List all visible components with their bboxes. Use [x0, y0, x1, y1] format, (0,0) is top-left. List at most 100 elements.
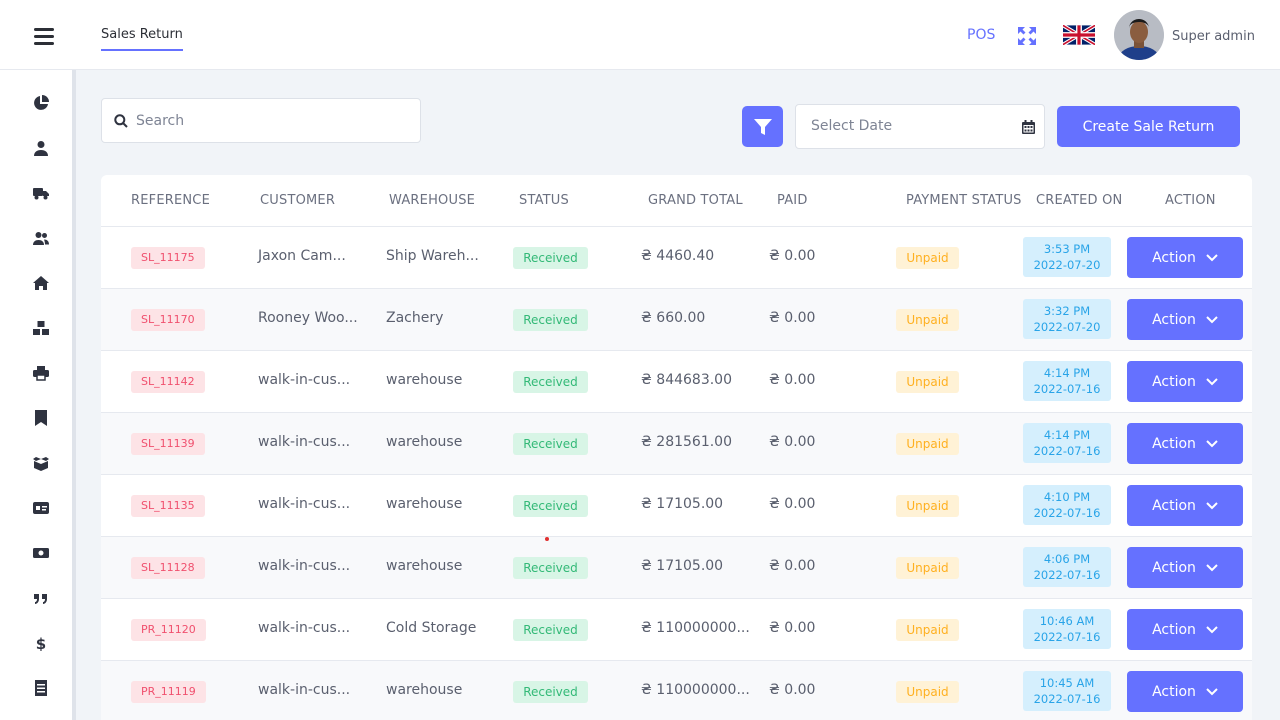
action-dropdown-button[interactable]: Action — [1127, 237, 1243, 278]
warehouse-cell: warehouse — [386, 496, 463, 512]
sidebar-item-home[interactable] — [32, 274, 50, 292]
header-action: ACTION — [1165, 193, 1216, 208]
reference-badge: SL_11128 — [131, 557, 205, 579]
payment-status-badge: Unpaid — [896, 371, 959, 393]
reference-badge: PR_11120 — [131, 619, 206, 641]
header-created-on[interactable]: CREATED ON — [1036, 193, 1123, 208]
warehouse-cell: warehouse — [386, 372, 463, 388]
created-on-badge: 10:45 AM 2022-07-16 — [1023, 671, 1111, 711]
chevron-down-icon — [1206, 439, 1218, 447]
header-grand-total[interactable]: GRAND TOTAL — [648, 193, 743, 208]
customer-cell: walk-in-cus... — [258, 434, 351, 450]
warehouse-cell: warehouse — [386, 434, 463, 450]
date-picker[interactable] — [795, 104, 1045, 149]
payment-status-badge: Unpaid — [896, 681, 959, 703]
truck-icon — [33, 188, 49, 200]
paid-cell: ₴ 0.00 — [769, 682, 816, 698]
sidebar-item-reports[interactable] — [32, 679, 50, 697]
svg-text:$: $ — [36, 635, 46, 651]
sidebar-item-delivery[interactable] — [32, 184, 50, 202]
warehouse-cell: Zachery — [386, 310, 444, 326]
filter-icon — [753, 118, 772, 135]
status-badge: Received — [513, 619, 588, 641]
header-paid[interactable]: PAID — [777, 193, 808, 208]
filter-button[interactable] — [742, 106, 783, 147]
header-customer[interactable]: CUSTOMER — [260, 193, 336, 208]
search-box — [101, 98, 421, 143]
action-dropdown-button[interactable]: Action — [1127, 361, 1243, 402]
sidebar-item-products[interactable] — [32, 319, 50, 337]
sidebar-item-dashboard[interactable] — [32, 94, 50, 112]
avatar[interactable] — [1114, 10, 1164, 60]
sidebar-item-bookmark[interactable] — [32, 409, 50, 427]
calendar-icon[interactable] — [1022, 120, 1035, 134]
action-dropdown-button[interactable]: Action — [1127, 547, 1243, 588]
action-label: Action — [1152, 683, 1196, 700]
created-time: 4:14 PM — [1043, 428, 1091, 442]
sidebar-item-print[interactable] — [32, 364, 50, 382]
status-badge: Received — [513, 495, 588, 517]
header-payment-status[interactable]: PAYMENT STATUS — [906, 193, 1022, 208]
created-time: 10:46 AM — [1039, 614, 1095, 628]
action-dropdown-button[interactable]: Action — [1127, 609, 1243, 650]
paid-cell: ₴ 0.00 — [769, 310, 816, 326]
table-row: SL_11128 walk-in-cus... warehouse Received ₴… — [101, 537, 1252, 599]
action-dropdown-button[interactable]: Action — [1127, 671, 1243, 712]
grand-total-cell: ₴ 660.00 — [641, 310, 706, 326]
date-input[interactable] — [811, 118, 1001, 134]
status-badge: Received — [513, 557, 588, 579]
create-sale-return-button[interactable]: Create Sale Return — [1057, 106, 1240, 147]
fullscreen-icon[interactable] — [1017, 26, 1037, 46]
header-status[interactable]: STATUS — [519, 193, 569, 208]
tab-sales-return[interactable]: Sales Return — [101, 27, 183, 51]
top-header: Sales Return POS Super admin — [0, 0, 1280, 70]
table-row: SL_11142 walk-in-cus... warehouse Received ₴… — [101, 351, 1252, 413]
paid-cell: ₴ 0.00 — [769, 620, 816, 636]
sidebar-item-accounts[interactable] — [32, 499, 50, 517]
action-dropdown-button[interactable]: Action — [1127, 299, 1243, 340]
created-time: 3:32 PM — [1043, 304, 1091, 318]
action-dropdown-button[interactable]: Action — [1127, 485, 1243, 526]
file-icon — [35, 680, 47, 696]
sidebar-item-expenses[interactable] — [32, 544, 50, 562]
grand-total-cell: ₴ 17105.00 — [641, 496, 724, 512]
pie-chart-icon — [34, 95, 49, 110]
customer-cell: walk-in-cus... — [258, 682, 351, 698]
sidebar-item-inventory[interactable] — [32, 454, 50, 472]
header-reference[interactable]: REFERENCE — [131, 193, 211, 208]
sidebar-item-users[interactable] — [32, 229, 50, 247]
table-row: SL_11139 walk-in-cus... warehouse Received ₴… — [101, 413, 1252, 475]
box-open-icon — [33, 457, 49, 471]
search-input[interactable] — [136, 112, 406, 129]
action-dropdown-button[interactable]: Action — [1127, 423, 1243, 464]
table-row: SL_11135 walk-in-cus... warehouse Received ₴… — [101, 475, 1252, 537]
sidebar-item-sales[interactable]: $ — [32, 634, 50, 652]
chevron-down-icon — [1206, 377, 1218, 385]
customer-cell: walk-in-cus... — [258, 620, 351, 636]
status-badge: Received — [513, 309, 588, 331]
header-warehouse[interactable]: WAREHOUSE — [389, 193, 476, 208]
created-date: 2022-07-16 — [1033, 382, 1101, 396]
reference-badge: SL_11170 — [131, 309, 205, 331]
sidebar-item-quotations[interactable] — [32, 589, 50, 607]
paid-cell: ₴ 0.00 — [769, 372, 816, 388]
action-label: Action — [1152, 497, 1196, 514]
chevron-down-icon — [1206, 625, 1218, 633]
paid-cell: ₴ 0.00 — [769, 496, 816, 512]
pos-link[interactable]: POS — [967, 27, 996, 43]
created-time: 4:10 PM — [1043, 490, 1091, 504]
user-name[interactable]: Super admin — [1172, 29, 1255, 44]
sidebar-item-user[interactable] — [32, 139, 50, 157]
created-on-badge: 3:32 PM 2022-07-20 — [1023, 299, 1111, 339]
menu-toggle-icon[interactable] — [34, 28, 54, 45]
dollar-icon: $ — [36, 635, 46, 651]
created-time: 4:14 PM — [1043, 366, 1091, 380]
action-label: Action — [1152, 621, 1196, 638]
created-on-badge: 4:10 PM 2022-07-16 — [1023, 485, 1111, 525]
created-on-badge: 4:14 PM 2022-07-16 — [1023, 361, 1111, 401]
action-label: Action — [1152, 373, 1196, 390]
created-date: 2022-07-16 — [1033, 506, 1101, 520]
grand-total-cell: ₴ 281561.00 — [641, 434, 732, 450]
uk-flag-icon[interactable] — [1063, 25, 1095, 45]
warehouse-cell: warehouse — [386, 682, 463, 698]
